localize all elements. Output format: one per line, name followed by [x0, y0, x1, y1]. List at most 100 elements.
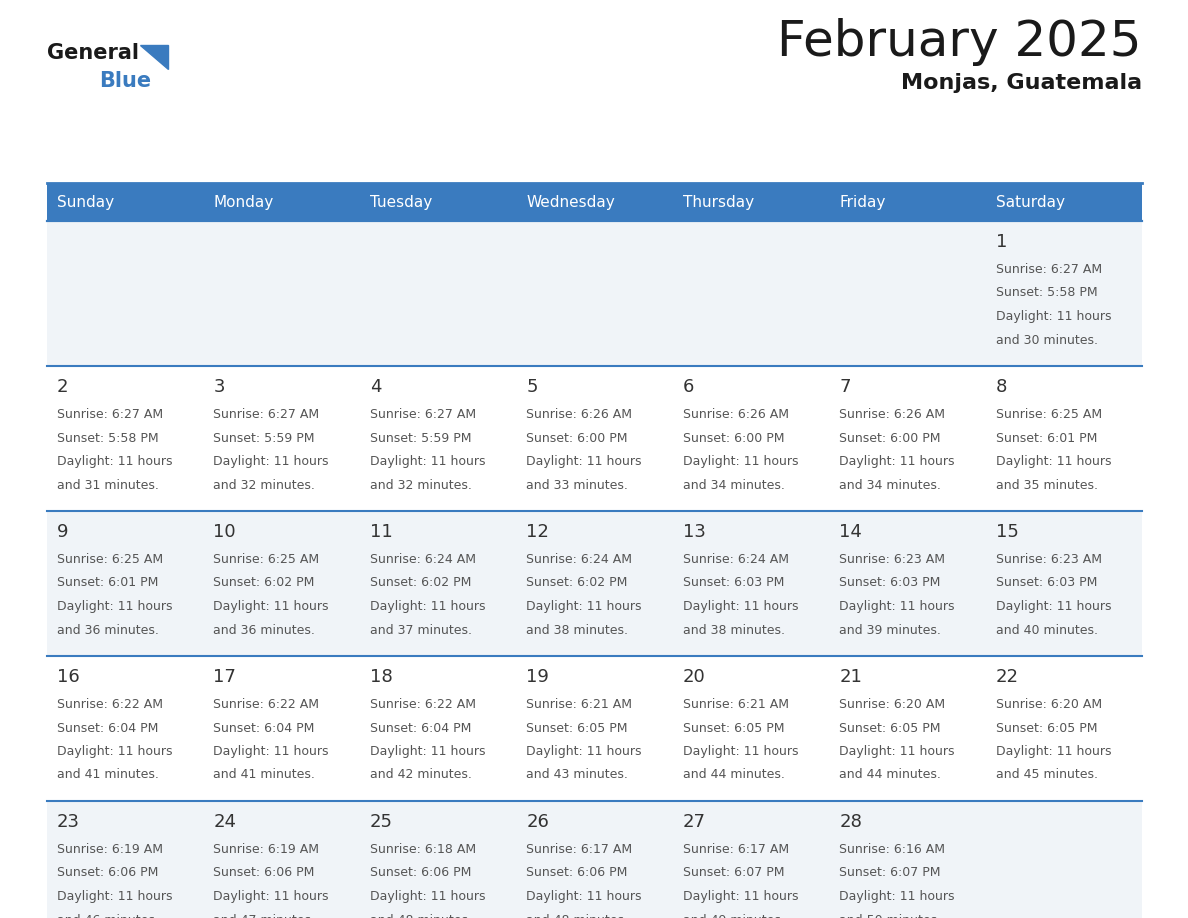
Text: Sunset: 6:04 PM: Sunset: 6:04 PM	[214, 722, 315, 734]
Text: Monday: Monday	[214, 195, 273, 209]
Text: Sunrise: 6:22 AM: Sunrise: 6:22 AM	[57, 698, 163, 711]
Text: Sunrise: 6:26 AM: Sunrise: 6:26 AM	[683, 408, 789, 421]
Text: and 50 minutes.: and 50 minutes.	[839, 913, 941, 918]
Text: Daylight: 11 hours: Daylight: 11 hours	[526, 745, 642, 758]
FancyBboxPatch shape	[48, 656, 1142, 801]
Text: Sunrise: 6:25 AM: Sunrise: 6:25 AM	[214, 553, 320, 566]
Text: Sunset: 6:02 PM: Sunset: 6:02 PM	[214, 577, 315, 589]
Text: Sunrise: 6:21 AM: Sunrise: 6:21 AM	[683, 698, 789, 711]
Text: Sunset: 6:05 PM: Sunset: 6:05 PM	[683, 722, 784, 734]
Text: and 34 minutes.: and 34 minutes.	[839, 478, 941, 491]
Text: 20: 20	[683, 668, 706, 686]
Text: Sunset: 6:02 PM: Sunset: 6:02 PM	[369, 577, 472, 589]
Text: Sunrise: 6:23 AM: Sunrise: 6:23 AM	[996, 553, 1101, 566]
Text: Sunrise: 6:24 AM: Sunrise: 6:24 AM	[526, 553, 632, 566]
Text: Daylight: 11 hours: Daylight: 11 hours	[369, 890, 486, 903]
Text: 12: 12	[526, 523, 549, 541]
Text: Saturday: Saturday	[996, 195, 1064, 209]
Text: Sunrise: 6:18 AM: Sunrise: 6:18 AM	[369, 843, 476, 856]
Text: and 48 minutes.: and 48 minutes.	[526, 913, 628, 918]
Text: Sunrise: 6:19 AM: Sunrise: 6:19 AM	[214, 843, 320, 856]
Text: Sunrise: 6:26 AM: Sunrise: 6:26 AM	[839, 408, 946, 421]
Text: Sunday: Sunday	[57, 195, 114, 209]
Text: Sunrise: 6:16 AM: Sunrise: 6:16 AM	[839, 843, 946, 856]
Text: Daylight: 11 hours: Daylight: 11 hours	[683, 890, 798, 903]
Text: 27: 27	[683, 813, 706, 831]
Text: Daylight: 11 hours: Daylight: 11 hours	[839, 600, 955, 613]
Text: Sunrise: 6:21 AM: Sunrise: 6:21 AM	[526, 698, 632, 711]
Text: Sunset: 6:07 PM: Sunset: 6:07 PM	[839, 867, 941, 879]
Text: Daylight: 11 hours: Daylight: 11 hours	[57, 890, 172, 903]
Text: Daylight: 11 hours: Daylight: 11 hours	[57, 745, 172, 758]
Text: Sunset: 6:05 PM: Sunset: 6:05 PM	[996, 722, 1097, 734]
Text: Sunset: 6:04 PM: Sunset: 6:04 PM	[369, 722, 472, 734]
Text: and 37 minutes.: and 37 minutes.	[369, 623, 472, 636]
Text: and 44 minutes.: and 44 minutes.	[683, 768, 784, 781]
Text: Sunset: 6:03 PM: Sunset: 6:03 PM	[683, 577, 784, 589]
Text: Friday: Friday	[839, 195, 885, 209]
Text: Sunset: 6:01 PM: Sunset: 6:01 PM	[57, 577, 158, 589]
Text: and 38 minutes.: and 38 minutes.	[683, 623, 785, 636]
FancyBboxPatch shape	[48, 801, 1142, 918]
Text: Sunset: 6:05 PM: Sunset: 6:05 PM	[839, 722, 941, 734]
Text: 7: 7	[839, 378, 851, 396]
Text: Sunset: 5:58 PM: Sunset: 5:58 PM	[996, 286, 1098, 299]
Text: and 48 minutes.: and 48 minutes.	[369, 913, 472, 918]
Text: Sunset: 6:00 PM: Sunset: 6:00 PM	[683, 431, 784, 444]
Text: 24: 24	[214, 813, 236, 831]
Text: Daylight: 11 hours: Daylight: 11 hours	[214, 745, 329, 758]
Text: 10: 10	[214, 523, 236, 541]
Text: Sunrise: 6:20 AM: Sunrise: 6:20 AM	[839, 698, 946, 711]
FancyBboxPatch shape	[48, 511, 1142, 656]
Text: 2: 2	[57, 378, 69, 396]
Text: Sunset: 6:00 PM: Sunset: 6:00 PM	[526, 431, 627, 444]
FancyBboxPatch shape	[48, 366, 1142, 511]
Text: and 33 minutes.: and 33 minutes.	[526, 478, 628, 491]
Text: and 46 minutes.: and 46 minutes.	[57, 913, 159, 918]
Text: 19: 19	[526, 668, 549, 686]
Text: Sunrise: 6:25 AM: Sunrise: 6:25 AM	[996, 408, 1101, 421]
Text: Daylight: 11 hours: Daylight: 11 hours	[996, 745, 1111, 758]
Text: Wednesday: Wednesday	[526, 195, 615, 209]
Text: Sunset: 6:06 PM: Sunset: 6:06 PM	[369, 867, 472, 879]
Text: and 32 minutes.: and 32 minutes.	[369, 478, 472, 491]
Text: 1: 1	[996, 233, 1007, 251]
Text: Sunrise: 6:17 AM: Sunrise: 6:17 AM	[526, 843, 632, 856]
Text: Sunset: 6:01 PM: Sunset: 6:01 PM	[996, 431, 1097, 444]
Text: Daylight: 11 hours: Daylight: 11 hours	[526, 890, 642, 903]
Text: 14: 14	[839, 523, 862, 541]
Text: 25: 25	[369, 813, 393, 831]
Text: 8: 8	[996, 378, 1007, 396]
Text: and 36 minutes.: and 36 minutes.	[214, 623, 315, 636]
Text: 18: 18	[369, 668, 392, 686]
Text: Monjas, Guatemala: Monjas, Guatemala	[901, 73, 1142, 93]
Text: Daylight: 11 hours: Daylight: 11 hours	[526, 455, 642, 468]
Text: Daylight: 11 hours: Daylight: 11 hours	[683, 745, 798, 758]
Text: 26: 26	[526, 813, 549, 831]
Text: Sunset: 5:58 PM: Sunset: 5:58 PM	[57, 431, 159, 444]
Text: Sunrise: 6:26 AM: Sunrise: 6:26 AM	[526, 408, 632, 421]
Text: Sunset: 6:03 PM: Sunset: 6:03 PM	[996, 577, 1097, 589]
Text: Daylight: 11 hours: Daylight: 11 hours	[526, 600, 642, 613]
Text: Daylight: 11 hours: Daylight: 11 hours	[214, 600, 329, 613]
Text: Daylight: 11 hours: Daylight: 11 hours	[369, 455, 486, 468]
Text: Daylight: 11 hours: Daylight: 11 hours	[683, 600, 798, 613]
Text: Sunrise: 6:25 AM: Sunrise: 6:25 AM	[57, 553, 163, 566]
Text: 23: 23	[57, 813, 80, 831]
Text: 5: 5	[526, 378, 538, 396]
Text: 6: 6	[683, 378, 694, 396]
Text: Sunrise: 6:19 AM: Sunrise: 6:19 AM	[57, 843, 163, 856]
Text: Sunset: 6:02 PM: Sunset: 6:02 PM	[526, 577, 627, 589]
Text: Sunset: 5:59 PM: Sunset: 5:59 PM	[369, 431, 472, 444]
Text: and 32 minutes.: and 32 minutes.	[214, 478, 315, 491]
Text: 3: 3	[214, 378, 225, 396]
FancyBboxPatch shape	[48, 183, 1142, 221]
Text: Sunset: 6:06 PM: Sunset: 6:06 PM	[214, 867, 315, 879]
Text: Daylight: 11 hours: Daylight: 11 hours	[57, 600, 172, 613]
Text: and 35 minutes.: and 35 minutes.	[996, 478, 1098, 491]
Text: Sunrise: 6:27 AM: Sunrise: 6:27 AM	[214, 408, 320, 421]
Text: Sunset: 6:06 PM: Sunset: 6:06 PM	[526, 867, 627, 879]
Text: Daylight: 11 hours: Daylight: 11 hours	[57, 455, 172, 468]
Text: Daylight: 11 hours: Daylight: 11 hours	[214, 890, 329, 903]
Text: 17: 17	[214, 668, 236, 686]
